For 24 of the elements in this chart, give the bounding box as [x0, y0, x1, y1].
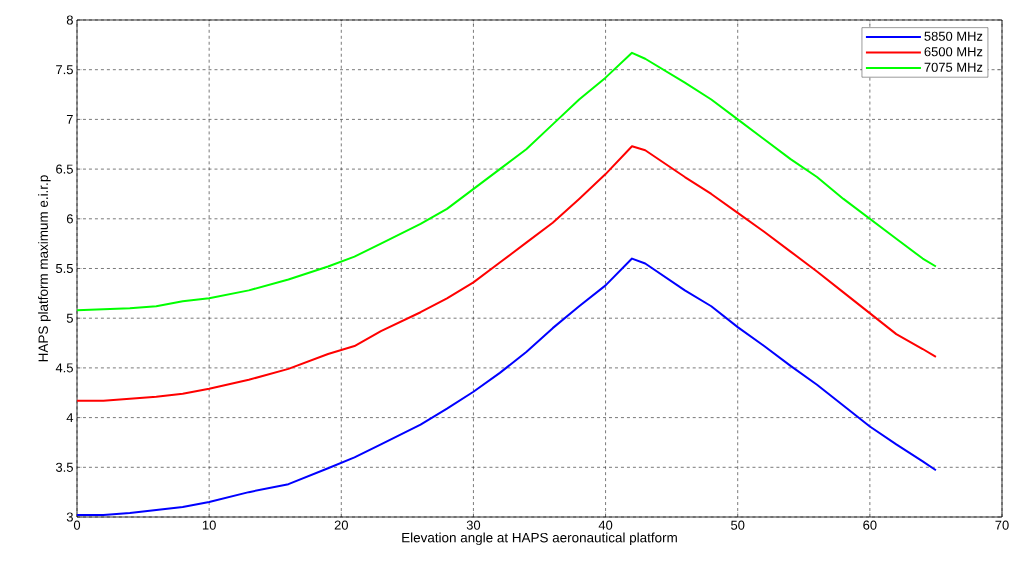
y-tick-label: 3.5	[55, 462, 73, 472]
x-tick-label: 30	[466, 520, 481, 530]
y-tick-label: 4.5	[55, 363, 73, 373]
y-axis-title: HAPS platform maximum e.i.r.p	[38, 175, 51, 362]
y-tick-label: 7	[66, 114, 73, 124]
x-tick-label: 10	[202, 520, 216, 530]
x-tick-label: 60	[863, 520, 877, 530]
legend-label: 6500 MHz	[924, 47, 983, 57]
y-tick-label: 6	[66, 214, 73, 224]
y-tick-label: 5.5	[55, 263, 73, 274]
y-tick-label: 8	[66, 15, 73, 25]
legend-label: 5850 MHz	[924, 31, 983, 41]
y-tick-label: 3	[66, 512, 73, 522]
x-tick-label: 20	[334, 520, 348, 530]
x-tick-label: 50	[731, 520, 745, 530]
x-tick-label: 70	[995, 520, 1009, 530]
x-tick-label: 0	[73, 520, 81, 530]
legend-label: 7075 MHz	[924, 62, 983, 72]
y-tick-label: 5	[66, 313, 73, 323]
x-axis-title: Elevation angle at HAPS aeronautical platform	[402, 532, 677, 546]
y-tick-label: 7.5	[56, 65, 73, 75]
x-tick-label: 40	[598, 520, 613, 530]
y-tick-label: 4	[66, 413, 74, 423]
y-tick-label: 6.5	[56, 164, 73, 174]
